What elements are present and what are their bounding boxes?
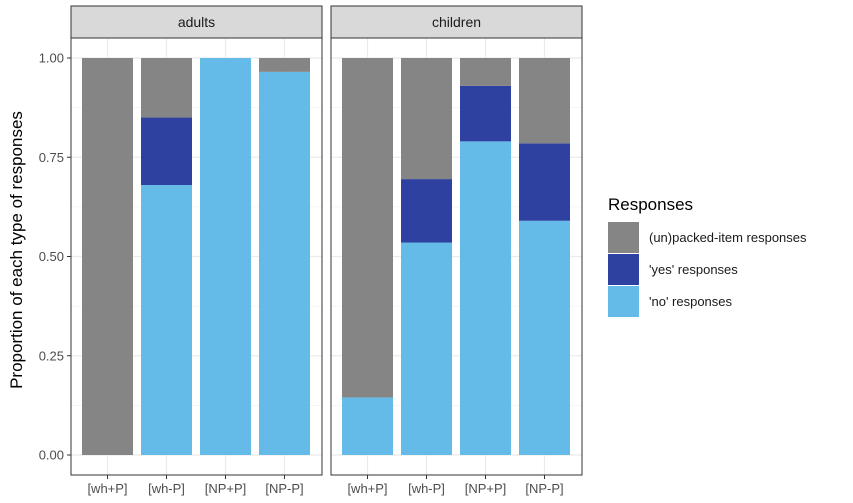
y-tick-label: 0.25 <box>39 348 64 363</box>
bar-segment <box>519 58 570 144</box>
facet-panel-adults: adults [wh+P] [wh-P] [NP+P] [NP-P] <box>70 5 323 496</box>
y-axis-title: Proportion of each type of responses <box>7 111 26 389</box>
bar-segment <box>401 179 452 243</box>
bar-segment <box>200 58 251 455</box>
y-tick-label: 0.50 <box>39 249 64 264</box>
x-tick-label: [NP-P] <box>525 481 563 496</box>
bar-segment <box>259 58 310 72</box>
facet-strip-label: adults <box>178 14 215 30</box>
bar-segment <box>141 185 192 456</box>
bar-segment <box>401 242 452 455</box>
bar-segment <box>141 117 192 186</box>
bar-segment <box>519 220 570 455</box>
facet-panel-children: children [wh+P] [wh-P] [NP+P] [NP-P] <box>330 5 583 496</box>
bar-segment <box>141 58 192 118</box>
legend-key <box>608 286 639 317</box>
legend: Responses (un)packed-item responses 'yes'… <box>608 195 807 317</box>
bar-segment <box>82 58 133 455</box>
x-tick-label: [wh-P] <box>408 481 445 496</box>
facet-strip <box>330 5 583 39</box>
y-tick-label: 0.00 <box>39 448 64 463</box>
legend-title: Responses <box>608 195 693 214</box>
bar-segment <box>259 71 310 456</box>
y-tick-label: 0.75 <box>39 150 64 165</box>
x-tick-label: [NP-P] <box>265 481 303 496</box>
legend-label: 'no' responses <box>649 294 733 309</box>
bar-segment <box>460 58 511 86</box>
y-tick-label: 1.00 <box>39 51 64 66</box>
panel-border <box>330 37 583 476</box>
x-tick-label: [wh+P] <box>87 481 127 496</box>
x-tick-label: [wh-P] <box>148 481 185 496</box>
bar-segment <box>342 397 393 455</box>
facet-strip <box>70 5 323 39</box>
legend-label: 'yes' responses <box>649 262 738 277</box>
x-tick-label: [NP+P] <box>465 481 507 496</box>
x-tick-label: [wh+P] <box>347 481 387 496</box>
bar-segment <box>460 141 511 455</box>
bar-segment <box>401 58 452 180</box>
legend-key <box>608 222 639 253</box>
bar-segment <box>519 143 570 221</box>
bar-segment <box>342 58 393 398</box>
legend-key <box>608 254 639 285</box>
x-tick-label: [NP+P] <box>205 481 247 496</box>
facet-strip-label: children <box>432 14 481 30</box>
legend-label: (un)packed-item responses <box>649 230 807 245</box>
bar-segment <box>460 85 511 142</box>
